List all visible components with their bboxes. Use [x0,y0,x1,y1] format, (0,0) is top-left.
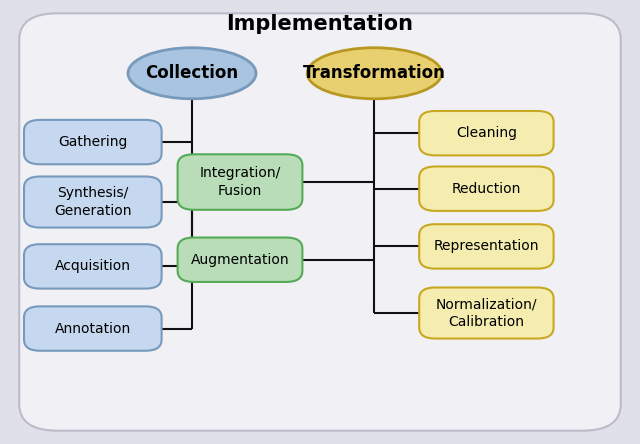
FancyBboxPatch shape [19,13,621,431]
Text: Collection: Collection [145,64,239,82]
FancyBboxPatch shape [419,166,554,211]
Text: Annotation: Annotation [54,321,131,336]
Text: Synthesis/
Generation: Synthesis/ Generation [54,186,132,218]
Text: Implementation: Implementation [227,14,413,35]
Text: Gathering: Gathering [58,135,127,149]
FancyBboxPatch shape [24,120,161,164]
Text: Acquisition: Acquisition [55,259,131,274]
FancyBboxPatch shape [419,288,554,339]
FancyBboxPatch shape [24,306,161,351]
Ellipse shape [128,48,256,99]
Text: Cleaning: Cleaning [456,126,517,140]
FancyBboxPatch shape [177,238,302,282]
FancyBboxPatch shape [24,244,161,289]
FancyBboxPatch shape [177,155,302,210]
Text: Reduction: Reduction [452,182,521,196]
Text: Augmentation: Augmentation [191,253,289,267]
Text: Representation: Representation [434,239,539,254]
Text: Integration/
Fusion: Integration/ Fusion [200,166,280,198]
Text: Transformation: Transformation [303,64,446,82]
FancyBboxPatch shape [419,224,554,269]
Text: Normalization/
Calibration: Normalization/ Calibration [436,297,537,329]
FancyBboxPatch shape [24,176,161,227]
Ellipse shape [307,48,442,99]
FancyBboxPatch shape [419,111,554,155]
